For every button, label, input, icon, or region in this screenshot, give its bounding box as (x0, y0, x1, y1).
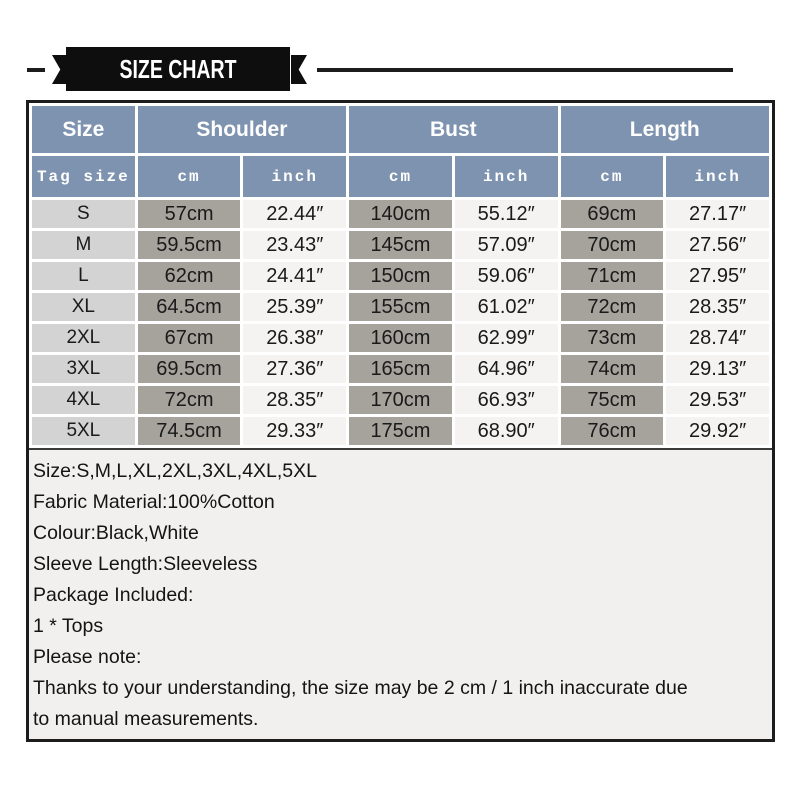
table-row: XL 64.5cm 25.39″ 155cm 61.02″ 72cm 28.35″ (32, 293, 769, 321)
measurement-cell: 59.5cm (137, 231, 241, 259)
group-header-bust: Bust (349, 106, 558, 153)
size-label-cell: 3XL (32, 355, 135, 383)
ribbon-right-tail-icon (291, 55, 307, 84)
table-row: L 62cm 24.41″ 150cm 59.06″ 71cm 27.95″ (32, 262, 769, 290)
measurement-cell: 67cm (137, 324, 241, 352)
measurement-cell: 59.06″ (454, 262, 558, 290)
measurement-cell: 27.56″ (666, 231, 769, 259)
table-row: 4XL 72cm 28.35″ 170cm 66.93″ 75cm 29.53″ (32, 386, 769, 414)
measurement-cell: 73cm (560, 324, 664, 352)
note-line: 1 * Tops (33, 615, 104, 637)
size-label-cell: L (32, 262, 135, 290)
subheader-unit: cm (137, 156, 241, 197)
table-row: S 57cm 22.44″ 140cm 55.12″ 69cm 27.17″ (32, 200, 769, 228)
note-line: Thanks to your understanding, the size m… (33, 677, 688, 699)
size-chart-banner: SIZE CHART (0, 0, 800, 100)
measurement-cell: 61.02″ (454, 293, 558, 321)
measurement-cell: 160cm (349, 324, 452, 352)
size-chart-box: Size Shoulder Bust Length Tag size cm inch cm in… (26, 100, 775, 742)
measurement-cell: 150cm (349, 262, 452, 290)
size-label-cell: M (32, 231, 135, 259)
measurement-cell: 27.36″ (243, 355, 347, 383)
measurement-cell: 74cm (560, 355, 664, 383)
subheader-unit: inch (666, 156, 769, 197)
subheader-unit: cm (349, 156, 452, 197)
measurement-cell: 28.35″ (243, 386, 347, 414)
measurement-cell: 69.5cm (137, 355, 241, 383)
size-label-cell: S (32, 200, 135, 228)
table-row: M 59.5cm 23.43″ 145cm 57.09″ 70cm 27.56″ (32, 231, 769, 259)
size-label-cell: 2XL (32, 324, 135, 352)
note-line: Size:S,M,L,XL,2XL,3XL,4XL,5XL (33, 460, 318, 482)
subheader-unit: inch (243, 156, 347, 197)
banner-left-dash (27, 68, 45, 72)
measurement-cell: 29.33″ (243, 417, 347, 445)
measurement-cell: 72cm (137, 386, 241, 414)
measurement-cell: 71cm (560, 262, 664, 290)
measurement-cell: 74.5cm (137, 417, 241, 445)
measurement-cell: 75cm (560, 386, 664, 414)
measurement-cell: 57cm (137, 200, 241, 228)
measurement-cell: 57.09″ (454, 231, 558, 259)
measurement-cell: 62.99″ (454, 324, 558, 352)
banner-rule-line (317, 68, 733, 72)
measurement-cell: 62cm (137, 262, 241, 290)
note-line: Fabric Material:100%Cotton (33, 491, 275, 513)
measurement-cell: 170cm (349, 386, 452, 414)
group-header-size: Size (32, 106, 135, 153)
measurement-cell: 140cm (349, 200, 452, 228)
measurement-cell: 64.96″ (454, 355, 558, 383)
measurement-cell: 29.13″ (666, 355, 769, 383)
group-header-length: Length (560, 106, 769, 153)
measurement-cell: 76cm (560, 417, 664, 445)
subheader-unit: inch (454, 156, 558, 197)
banner-title: SIZE CHART (119, 53, 237, 84)
size-label-cell: 5XL (32, 417, 135, 445)
measurement-cell: 29.92″ (666, 417, 769, 445)
size-label-cell: 4XL (32, 386, 135, 414)
measurement-cell: 55.12″ (454, 200, 558, 228)
ribbon: SIZE CHART (66, 47, 290, 91)
measurement-cell: 28.74″ (666, 324, 769, 352)
measurement-cell: 27.95″ (666, 262, 769, 290)
table-header: Size Shoulder Bust Length Tag size cm inch cm in… (32, 106, 769, 197)
measurement-cell: 155cm (349, 293, 452, 321)
measurement-cell: 22.44″ (243, 200, 347, 228)
table-body: S 57cm 22.44″ 140cm 55.12″ 69cm 27.17″ M 59.5cm 2… (32, 200, 769, 445)
measurement-cell: 175cm (349, 417, 452, 445)
measurement-cell: 27.17″ (666, 200, 769, 228)
measurement-cell: 24.41″ (243, 262, 347, 290)
table-row: 5XL 74.5cm 29.33″ 175cm 68.90″ 76cm 29.92″ (32, 417, 769, 445)
measurement-cell: 25.39″ (243, 293, 347, 321)
measurement-cell: 70cm (560, 231, 664, 259)
product-notes: Size:S,M,L,XL,2XL,3XL,4XL,5XL Fabric Mate… (29, 448, 772, 739)
measurement-cell: 69cm (560, 200, 664, 228)
measurement-cell: 64.5cm (137, 293, 241, 321)
subheader-tag-size: Tag size (32, 156, 135, 197)
measurement-cell: 66.93″ (454, 386, 558, 414)
group-header-shoulder: Shoulder (137, 106, 347, 153)
size-chart-table: Size Shoulder Bust Length Tag size cm inch cm in… (29, 103, 772, 448)
measurement-cell: 26.38″ (243, 324, 347, 352)
size-label-cell: XL (32, 293, 135, 321)
note-line: Sleeve Length:Sleeveless (33, 553, 258, 575)
measurement-cell: 145cm (349, 231, 452, 259)
note-line: to manual measurements. (33, 708, 259, 730)
note-line: Colour:Black,White (33, 522, 199, 544)
note-line: Package Included: (33, 584, 194, 606)
table-row: 3XL 69.5cm 27.36″ 165cm 64.96″ 74cm 29.13″ (32, 355, 769, 383)
measurement-cell: 29.53″ (666, 386, 769, 414)
measurement-cell: 68.90″ (454, 417, 558, 445)
subheader-unit: cm (560, 156, 664, 197)
measurement-cell: 72cm (560, 293, 664, 321)
measurement-cell: 23.43″ (243, 231, 347, 259)
measurement-cell: 165cm (349, 355, 452, 383)
table-row: 2XL 67cm 26.38″ 160cm 62.99″ 73cm 28.74″ (32, 324, 769, 352)
note-line: Please note: (33, 646, 142, 668)
measurement-cell: 28.35″ (666, 293, 769, 321)
